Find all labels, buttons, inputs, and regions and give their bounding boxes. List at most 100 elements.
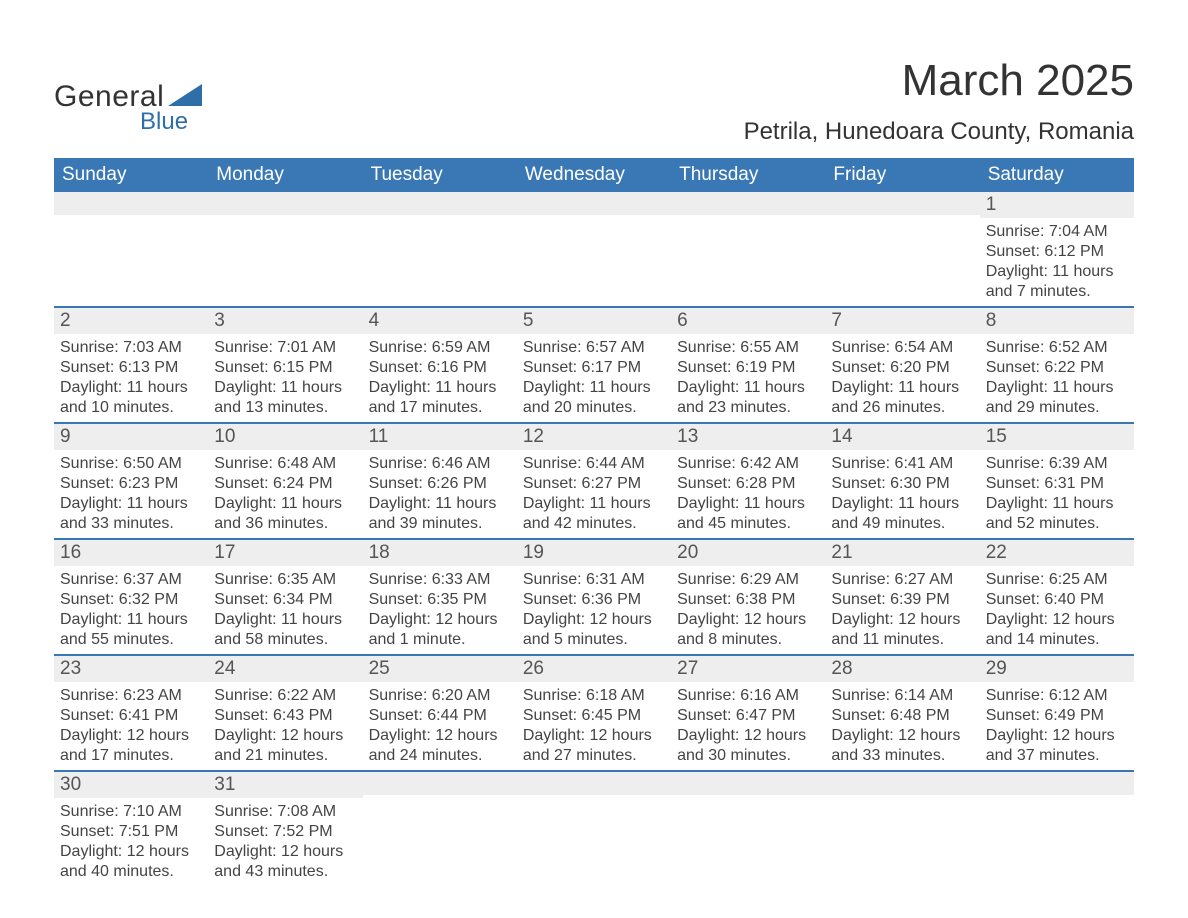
day-sr: Sunrise: 7:01 AM xyxy=(214,338,362,358)
day-number: 13 xyxy=(671,424,825,450)
day-sr: Sunrise: 6:20 AM xyxy=(369,686,517,706)
day-number: 29 xyxy=(980,656,1134,682)
day-dl1: Daylight: 12 hours xyxy=(369,726,517,746)
day-ss: Sunset: 6:43 PM xyxy=(214,706,362,726)
day-sr: Sunrise: 6:50 AM xyxy=(60,454,208,474)
day-number: 19 xyxy=(517,540,671,566)
day-number xyxy=(363,192,517,215)
day-dl1: Daylight: 12 hours xyxy=(986,726,1134,746)
day-cell: 11Sunrise: 6:46 AMSunset: 6:26 PMDayligh… xyxy=(363,424,517,538)
day-dl1: Daylight: 11 hours xyxy=(523,494,671,514)
day-cell: 22Sunrise: 6:25 AMSunset: 6:40 PMDayligh… xyxy=(980,540,1134,654)
day-dl2: and 23 minutes. xyxy=(677,398,825,418)
day-number: 20 xyxy=(671,540,825,566)
day-dl1: Daylight: 12 hours xyxy=(677,726,825,746)
day-cell xyxy=(825,772,979,886)
day-header: Sunday xyxy=(54,158,208,192)
logo-text-blue: Blue xyxy=(140,108,202,136)
week-row: 30 Sunrise: 7:10 AMSunset: 7:51 PMDayligh… xyxy=(54,770,1134,886)
day-dl2: and 26 minutes. xyxy=(831,398,979,418)
day-dl1: Daylight: 11 hours xyxy=(831,378,979,398)
day-dl1: Daylight: 12 hours xyxy=(60,842,208,862)
day-dl2: and 5 minutes. xyxy=(523,630,671,650)
day-dl2: and 1 minute. xyxy=(369,630,517,650)
day-ss: Sunset: 6:32 PM xyxy=(60,590,208,610)
day-ss: Sunset: 6:30 PM xyxy=(831,474,979,494)
day-number: 23 xyxy=(54,656,208,682)
day-cell: 19Sunrise: 6:31 AMSunset: 6:36 PMDayligh… xyxy=(517,540,671,654)
day-sr: Sunrise: 6:55 AM xyxy=(677,338,825,358)
day-body: Sunrise: 6:52 AMSunset: 6:22 PMDaylight:… xyxy=(980,334,1134,422)
day-number: 18 xyxy=(363,540,517,566)
day-body: Sunrise: 6:35 AMSunset: 6:34 PMDaylight:… xyxy=(208,566,362,654)
day-ss: Sunset: 6:22 PM xyxy=(986,358,1134,378)
day-sr: Sunrise: 7:08 AM xyxy=(214,802,362,822)
day-cell xyxy=(363,772,517,886)
day-ss: Sunset: 6:35 PM xyxy=(369,590,517,610)
day-body: Sunrise: 6:23 AMSunset: 6:41 PMDaylight:… xyxy=(54,682,208,770)
day-cell: 16Sunrise: 6:37 AMSunset: 6:32 PMDayligh… xyxy=(54,540,208,654)
day-sr: Sunrise: 6:27 AM xyxy=(831,570,979,590)
day-number: 30 xyxy=(54,772,208,798)
day-body: Sunrise: 6:12 AMSunset: 6:49 PMDaylight:… xyxy=(980,682,1134,770)
day-ss: Sunset: 6:12 PM xyxy=(986,242,1134,262)
day-dl2: and 11 minutes. xyxy=(831,630,979,650)
day-number: 22 xyxy=(980,540,1134,566)
day-body: Sunrise: 7:03 AMSunset: 6:13 PMDaylight:… xyxy=(54,334,208,422)
day-number: 5 xyxy=(517,308,671,334)
day-ss: Sunset: 7:51 PM xyxy=(60,822,208,842)
day-dl2: and 13 minutes. xyxy=(214,398,362,418)
day-cell: 26Sunrise: 6:18 AMSunset: 6:45 PMDayligh… xyxy=(517,656,671,770)
day-dl1: Daylight: 11 hours xyxy=(214,378,362,398)
day-dl2: and 24 minutes. xyxy=(369,746,517,766)
week-row: 1Sunrise: 7:04 AMSunset: 6:12 PMDaylight… xyxy=(54,192,1134,306)
day-body: Sunrise: 6:41 AMSunset: 6:30 PMDaylight:… xyxy=(825,450,979,538)
day-number: 16 xyxy=(54,540,208,566)
title-block: March 2025 Petrila, Hunedoara County, Ro… xyxy=(744,56,1134,146)
day-body: Sunrise: 6:54 AMSunset: 6:20 PMDaylight:… xyxy=(825,334,979,422)
month-title: March 2025 xyxy=(744,56,1134,106)
day-cell: 3Sunrise: 7:01 AMSunset: 6:15 PMDaylight… xyxy=(208,308,362,422)
day-number: 24 xyxy=(208,656,362,682)
day-dl1: Daylight: 12 hours xyxy=(369,610,517,630)
day-body: Sunrise: 6:59 AMSunset: 6:16 PMDaylight:… xyxy=(363,334,517,422)
day-cell: 15Sunrise: 6:39 AMSunset: 6:31 PMDayligh… xyxy=(980,424,1134,538)
day-dl2: and 17 minutes. xyxy=(60,746,208,766)
day-body: Sunrise: 6:25 AMSunset: 6:40 PMDaylight:… xyxy=(980,566,1134,654)
day-sr: Sunrise: 6:14 AM xyxy=(831,686,979,706)
day-dl2: and 27 minutes. xyxy=(523,746,671,766)
day-cell: 20Sunrise: 6:29 AMSunset: 6:38 PMDayligh… xyxy=(671,540,825,654)
day-sr: Sunrise: 6:48 AM xyxy=(214,454,362,474)
day-sr: Sunrise: 6:23 AM xyxy=(60,686,208,706)
day-dl2: and 43 minutes. xyxy=(214,862,362,882)
day-number: 4 xyxy=(363,308,517,334)
day-cell: 18Sunrise: 6:33 AMSunset: 6:35 PMDayligh… xyxy=(363,540,517,654)
day-cell: 6Sunrise: 6:55 AMSunset: 6:19 PMDaylight… xyxy=(671,308,825,422)
day-cell: 17Sunrise: 6:35 AMSunset: 6:34 PMDayligh… xyxy=(208,540,362,654)
week-row: 9Sunrise: 6:50 AMSunset: 6:23 PMDaylight… xyxy=(54,422,1134,538)
day-number: 8 xyxy=(980,308,1134,334)
day-body: Sunrise: 6:31 AMSunset: 6:36 PMDaylight:… xyxy=(517,566,671,654)
day-number xyxy=(363,772,517,795)
day-number: 21 xyxy=(825,540,979,566)
day-number: 9 xyxy=(54,424,208,450)
day-ss: Sunset: 6:13 PM xyxy=(60,358,208,378)
day-ss: Sunset: 6:49 PM xyxy=(986,706,1134,726)
day-dl2: and 29 minutes. xyxy=(986,398,1134,418)
day-sr: Sunrise: 6:42 AM xyxy=(677,454,825,474)
location-text: Petrila, Hunedoara County, Romania xyxy=(744,118,1134,146)
day-number xyxy=(671,772,825,795)
day-sr: Sunrise: 7:04 AM xyxy=(986,222,1134,242)
day-cell: 24Sunrise: 6:22 AMSunset: 6:43 PMDayligh… xyxy=(208,656,362,770)
day-sr: Sunrise: 6:29 AM xyxy=(677,570,825,590)
day-number: 31 xyxy=(208,772,362,798)
day-header: Thursday xyxy=(671,158,825,192)
day-sr: Sunrise: 7:10 AM xyxy=(60,802,208,822)
day-cell: 5Sunrise: 6:57 AMSunset: 6:17 PMDaylight… xyxy=(517,308,671,422)
day-cell xyxy=(517,772,671,886)
day-cell: 27Sunrise: 6:16 AMSunset: 6:47 PMDayligh… xyxy=(671,656,825,770)
day-ss: Sunset: 6:38 PM xyxy=(677,590,825,610)
day-number xyxy=(980,772,1134,795)
day-cell: 14Sunrise: 6:41 AMSunset: 6:30 PMDayligh… xyxy=(825,424,979,538)
day-header: Saturday xyxy=(980,158,1134,192)
